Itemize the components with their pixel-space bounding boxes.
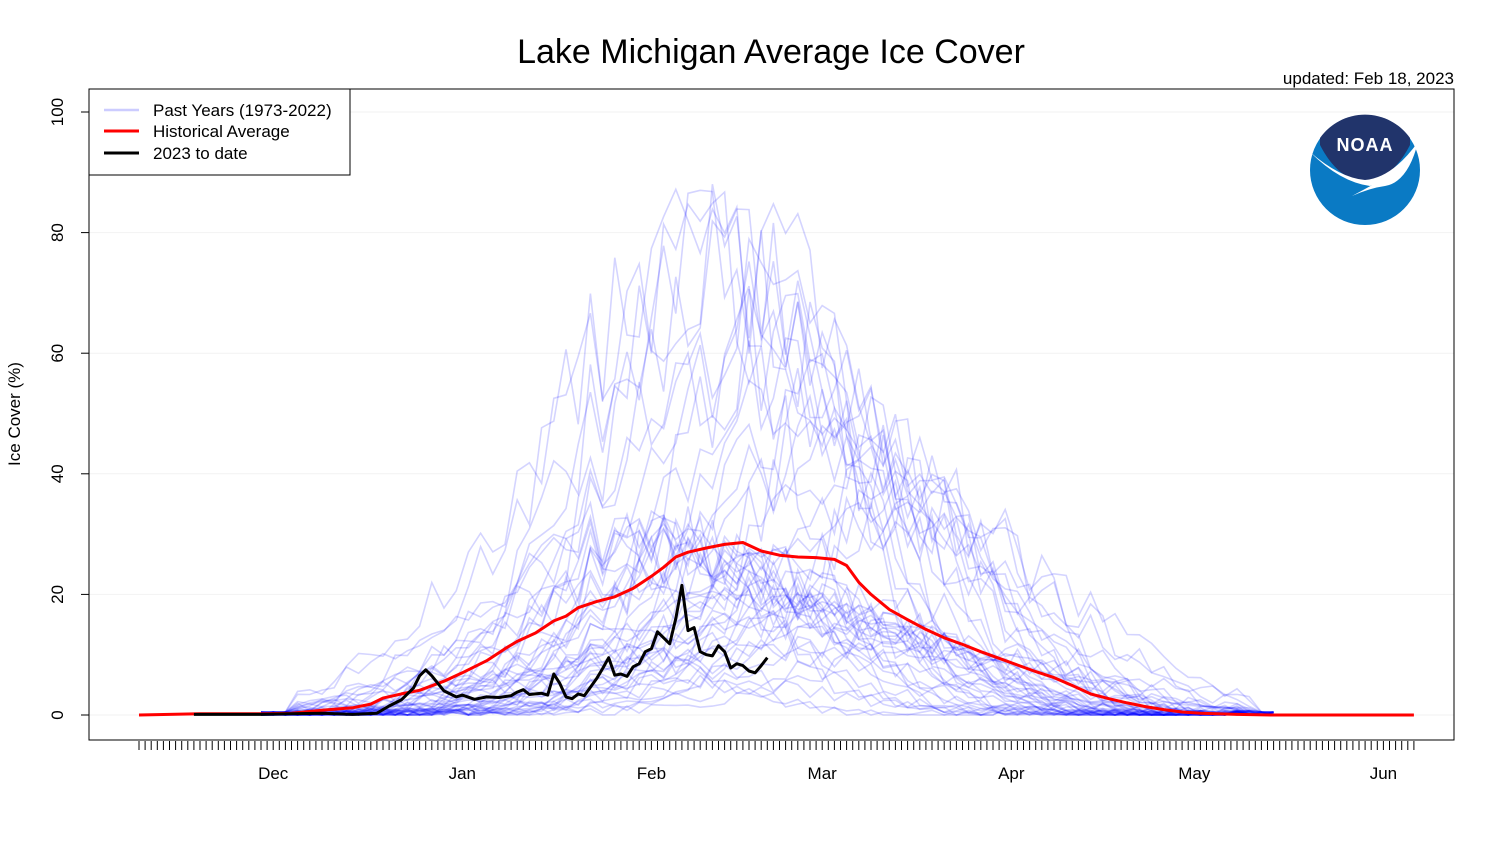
past-year-line (260, 285, 1274, 716)
legend-label-historical-average: Historical Average (153, 122, 290, 141)
past-year-line (260, 654, 1274, 716)
x-tick-label-apr: Apr (998, 764, 1025, 783)
past-year-line (260, 575, 1274, 716)
y-axis: 0 20 40 60 80 100 (48, 98, 90, 720)
noaa-logo-text: NOAA (1337, 135, 1394, 155)
past-year-line (260, 611, 1274, 716)
y-tick-label-80: 80 (48, 223, 67, 242)
past-year-line (260, 420, 1274, 716)
past-year-line (260, 600, 1274, 716)
legend-label-current-year: 2023 to date (153, 144, 248, 163)
past-year-line (260, 393, 1274, 716)
past-year-line (260, 562, 1274, 716)
legend-label-past-years: Past Years (1973-2022) (153, 101, 332, 120)
past-year-line (260, 457, 1274, 716)
past-year-line (261, 208, 1274, 716)
past-year-line (260, 500, 1274, 716)
historical-average-layer (138, 541, 1414, 717)
y-tick-label-60: 60 (48, 344, 67, 363)
past-year-line (261, 513, 1274, 716)
past-year-line (260, 261, 1274, 716)
noaa-logo: NOAA (1310, 114, 1420, 225)
x-axis: Dec Jan Feb Mar Apr May Jun (138, 741, 1415, 783)
plot-frame (88, 88, 1455, 741)
past-year-line (260, 368, 1274, 716)
past-year-line (260, 358, 1274, 716)
past-year-line (260, 641, 1274, 716)
y-tick-label-40: 40 (48, 464, 67, 483)
x-tick-label-feb: Feb (637, 764, 666, 783)
x-tick-label-jun: Jun (1370, 764, 1397, 783)
x-tick-label-mar: Mar (808, 764, 838, 783)
past-year-line (261, 593, 1274, 716)
current-year-layer (193, 583, 769, 716)
past-year-line (261, 547, 1274, 716)
past-year-line (260, 534, 1274, 716)
past-year-line (260, 187, 1274, 716)
grid-lines (89, 111, 1454, 716)
past-year-line (260, 630, 1274, 716)
past-year-line (261, 487, 1274, 716)
past-year-line (260, 567, 1274, 716)
past-year-line (261, 416, 1274, 716)
legend: Past Years (1973-2022) Historical Averag… (88, 88, 351, 176)
current-year-line (193, 583, 769, 716)
y-tick-label-20: 20 (48, 585, 67, 604)
noaa-logo-dark-cap (1320, 114, 1410, 182)
chart-title: Lake Michigan Average Ice Cover (517, 33, 1025, 71)
past-year-line (260, 190, 1274, 716)
past-year-line (261, 511, 1274, 716)
past-year-line (260, 591, 1274, 716)
updated-label: updated: Feb 18, 2023 (1283, 69, 1454, 88)
past-year-line (260, 647, 1274, 716)
past-year-line (260, 582, 1274, 716)
x-tick-label-may: May (1178, 764, 1211, 783)
past-year-line (260, 433, 1274, 716)
y-tick-label-0: 0 (48, 710, 67, 719)
past-year-line (260, 609, 1274, 716)
past-year-line (260, 629, 1274, 716)
past-year-line (260, 515, 1274, 716)
past-year-line (261, 506, 1274, 716)
past-year-line (261, 189, 1274, 716)
past-year-line (261, 575, 1274, 716)
past-year-line (260, 619, 1274, 716)
y-tick-label-100: 100 (48, 98, 67, 126)
x-tick-label-jan: Jan (449, 764, 476, 783)
x-tick-label-dec: Dec (258, 764, 289, 783)
y-axis-label: Ice Cover (%) (5, 362, 24, 466)
past-year-line (260, 550, 1274, 716)
past-year-line (261, 236, 1274, 716)
noaa-logo-gull-icon (1310, 142, 1418, 196)
past-year-line (261, 457, 1274, 716)
past-year-line (260, 337, 1274, 716)
past-year-line (260, 532, 1274, 716)
past-years-lines (260, 184, 1274, 716)
past-year-line (261, 184, 1274, 715)
past-year-line (261, 500, 1274, 716)
historical-average-line (138, 541, 1414, 717)
past-year-line (260, 478, 1274, 716)
past-year-line (261, 572, 1274, 716)
